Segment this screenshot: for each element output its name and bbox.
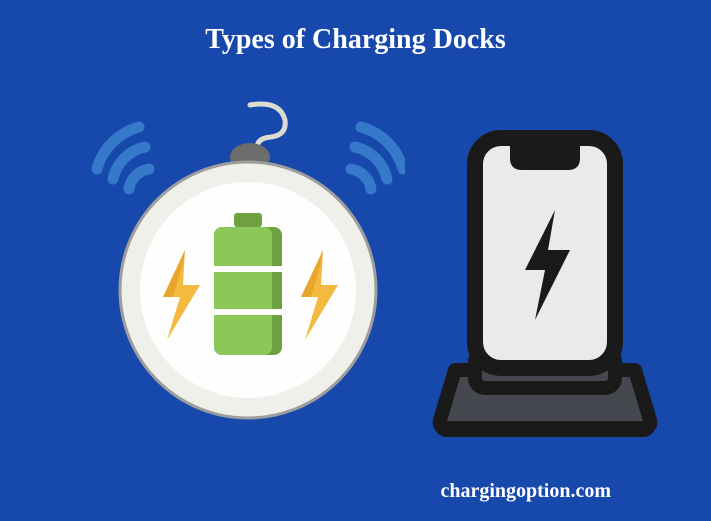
wireless-charger-svg bbox=[85, 95, 405, 425]
wifi-arcs-right bbox=[351, 127, 403, 189]
page-title: Types of Charging Docks bbox=[0, 24, 711, 56]
wireless-charger-illustration bbox=[85, 95, 405, 425]
wired-dock-illustration bbox=[420, 130, 670, 440]
cable-wire bbox=[250, 104, 285, 148]
battery-icon bbox=[214, 213, 282, 355]
footer-credit: chargingoption.com bbox=[440, 480, 611, 503]
wired-dock-svg bbox=[420, 130, 670, 440]
wifi-arcs-left bbox=[97, 127, 149, 189]
phone-notch bbox=[510, 144, 580, 170]
